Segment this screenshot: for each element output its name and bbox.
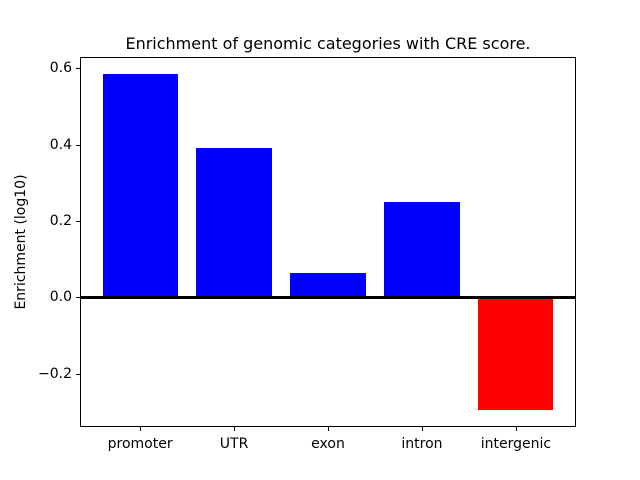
x-tick [421, 427, 423, 431]
bar-promoter [102, 73, 178, 298]
y-tick-label: −0.2 [38, 365, 72, 382]
zero-line [80, 295, 576, 299]
bar-intron [384, 201, 460, 298]
y-tick [76, 373, 80, 375]
x-tick [140, 427, 142, 431]
x-tick-label-intron: intron [401, 436, 443, 452]
x-tick-label-UTR: UTR [219, 436, 249, 452]
x-tick [328, 427, 329, 431]
y-tick-label: 0.2 [49, 212, 72, 229]
chart-title: Enrichment of genomic categories with CR… [125, 34, 531, 53]
y-tick-label: 0.4 [49, 136, 72, 153]
bar-UTR [196, 148, 272, 298]
y-tick [76, 297, 80, 299]
x-tick [234, 427, 236, 431]
y-tick [76, 68, 80, 70]
y-tick [76, 144, 80, 146]
x-tick-label-intergenic: intergenic [480, 436, 552, 452]
y-tick-label: 0.6 [49, 60, 72, 77]
x-tick-label-promoter: promoter [107, 436, 173, 452]
plot-area [80, 57, 576, 427]
x-tick-label-exon: exon [311, 436, 345, 452]
bar-exon [290, 272, 366, 298]
x-tick [515, 427, 517, 431]
y-tick-label: 0.0 [49, 289, 72, 306]
bar-intergenic [478, 297, 554, 411]
y-tick [76, 220, 80, 222]
